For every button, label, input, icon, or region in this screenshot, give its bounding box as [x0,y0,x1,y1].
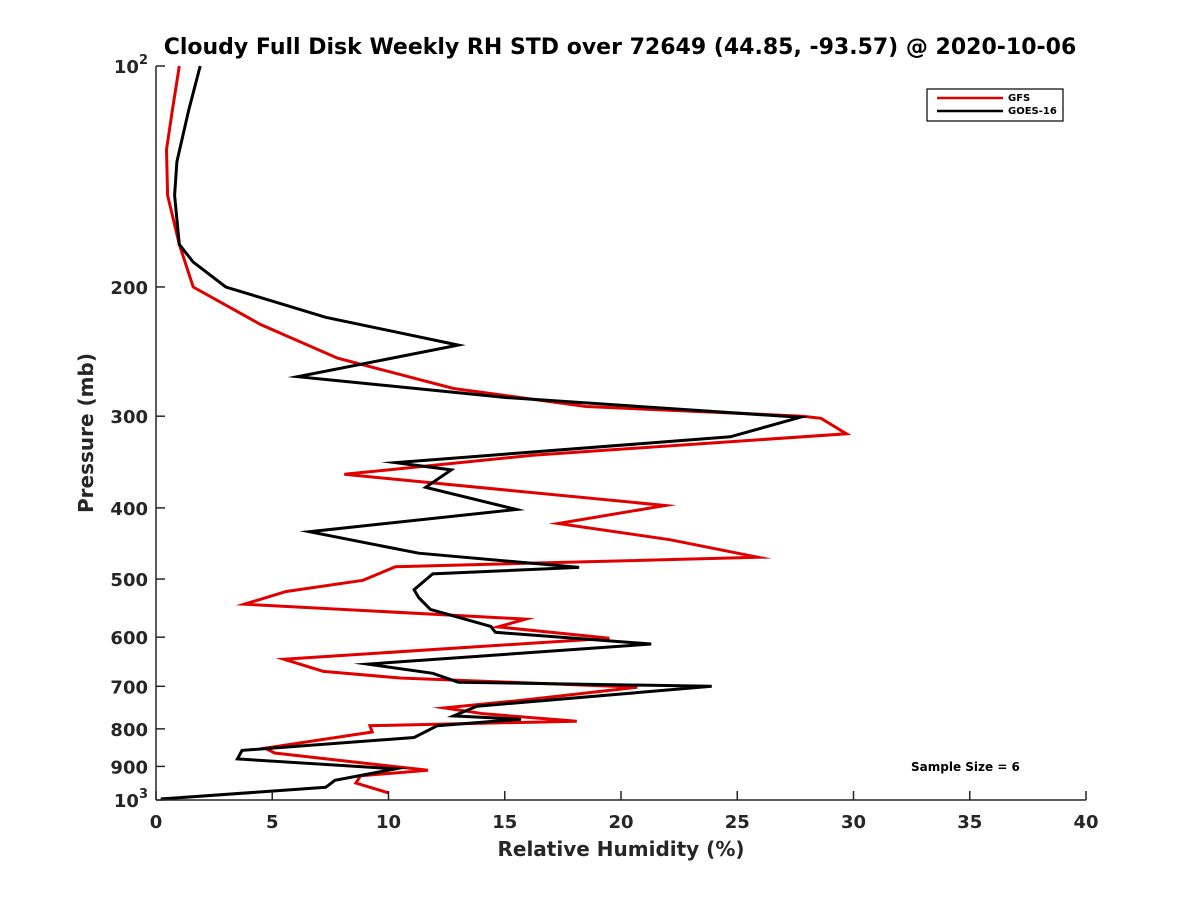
legend: GFS GOES-16 [926,88,1064,122]
x-tick-label: 10 [376,812,401,833]
x-axis-ticks: 0 5 10 15 20 25 30 35 40 [150,791,1099,833]
x-tick-label: 5 [266,812,279,833]
sample-size-annotation: Sample Size = 6 [911,760,1020,774]
x-tick-label: 35 [957,812,982,833]
y-tick-label: 700 [110,677,148,698]
y-tick-label: 200 [110,278,148,299]
legend-box [926,88,1064,122]
y-tick-label: 600 [110,628,148,649]
x-tick-label: 30 [841,812,866,833]
y-tick-label: 800 [110,720,148,741]
series-line-gfs [164,65,852,795]
series-layer [160,65,852,801]
y-tick-label: 900 [110,757,148,778]
x-tick-label: 0 [150,812,163,833]
series-line-goes16 [160,65,809,801]
y-tick-label: 300 [110,407,148,428]
y-tick-label: 500 [110,570,148,591]
x-tick-label: 20 [608,812,633,833]
y-axis-label: Pressure (mb) [74,353,98,513]
legend-label-goes16: GOES-16 [1008,106,1057,117]
x-tick-label: 25 [725,812,750,833]
chart-title: Cloudy Full Disk Weekly RH STD over 7264… [164,35,1077,60]
legend-label-gfs: GFS [1008,93,1030,104]
x-axis-label: Relative Humidity (%) [497,837,744,861]
y-tick-label: 400 [110,499,148,520]
x-tick-label: 40 [1073,812,1098,833]
x-tick-label: 15 [492,812,517,833]
